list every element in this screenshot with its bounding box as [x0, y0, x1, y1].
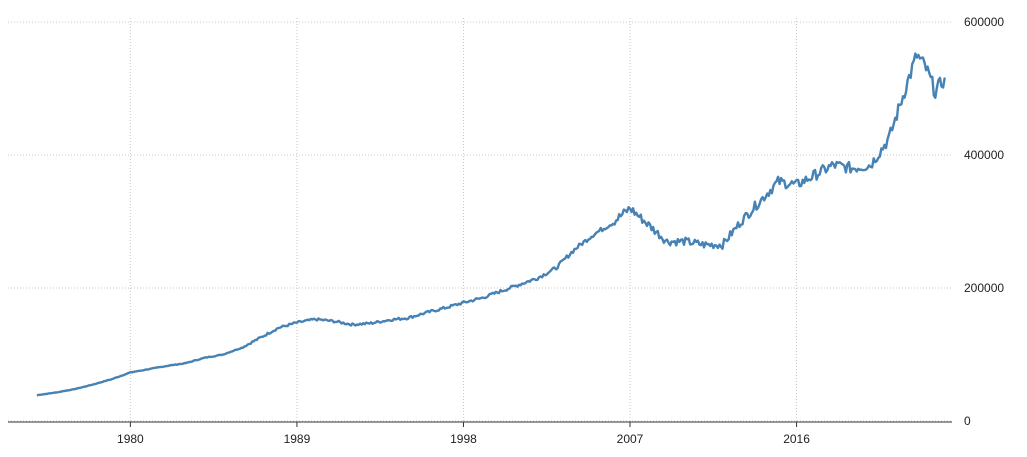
x-tick-label: 1998 — [450, 432, 477, 446]
x-gridlines — [129, 18, 798, 421]
y-gridlines — [8, 21, 952, 422]
x-tick-label: 1989 — [284, 432, 311, 446]
y-tick-label: 400000 — [964, 148, 1004, 162]
series-line — [36, 52, 946, 397]
x-tick-label: 1980 — [117, 432, 144, 446]
y-axis-ticks: 0 200000 400000 600000 — [964, 15, 1004, 428]
y-tick-label: 200000 — [964, 281, 1004, 295]
y-tick-label: 0 — [964, 414, 971, 428]
x-axis-ticks: 1980 1989 1998 2007 2016 — [117, 422, 810, 446]
x-tick-label: 2007 — [617, 432, 644, 446]
x-tick-label: 2016 — [783, 432, 810, 446]
y-tick-label: 600000 — [964, 15, 1004, 29]
